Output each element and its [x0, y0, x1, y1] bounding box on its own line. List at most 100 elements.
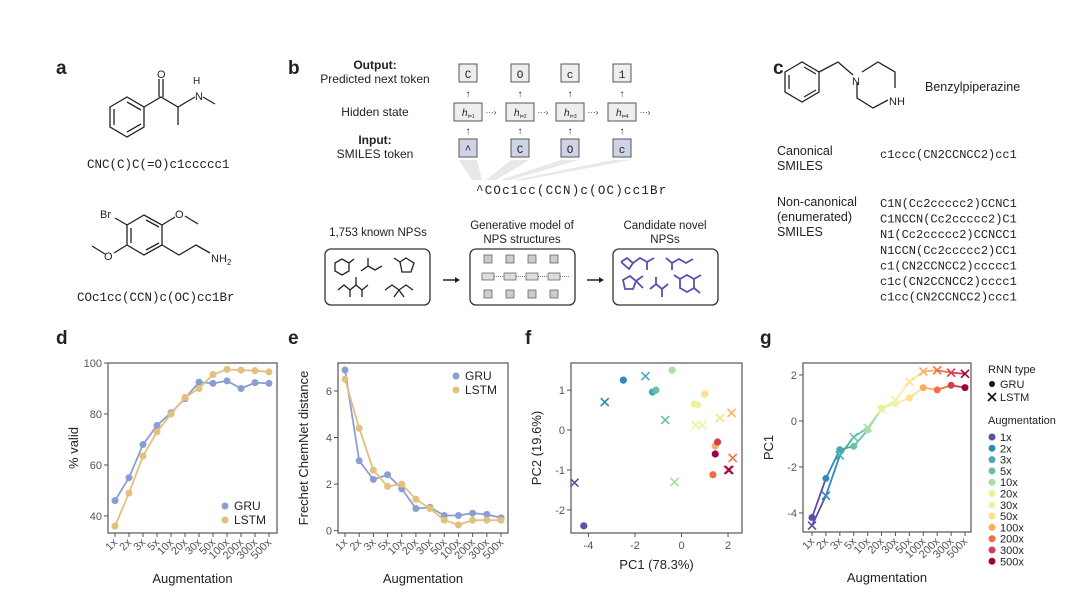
legend-marker-gru: [221, 502, 229, 510]
data-point-gru: [251, 379, 259, 387]
legend-label: GRU: [465, 369, 492, 383]
legend-marker-augmentation: [988, 433, 996, 441]
input-sublabel: SMILES token: [337, 147, 414, 161]
data-point-gru: [919, 384, 927, 392]
molecule-structure-1: O H N: [109, 69, 216, 138]
input-token: c: [619, 145, 626, 157]
legend-label: LSTM: [1000, 392, 1029, 404]
data-point-gru: [341, 366, 349, 374]
legend-marker-augmentation: [988, 546, 996, 554]
plot-frame: [570, 362, 743, 534]
input-token: C: [517, 145, 524, 157]
data-point-lstm: [835, 450, 845, 460]
hidden-state-label: ht=3: [564, 108, 577, 120]
arrow-up-icon: ↑: [568, 126, 573, 137]
series-line-lstm: [344, 379, 501, 526]
y-tick-label: 0: [791, 416, 797, 428]
dotted-arrow-icon: ···›: [486, 108, 497, 117]
plot-frame: [802, 362, 972, 533]
noncanonical-smiles: C1NCCN(Cc2ccccc2)C1: [880, 213, 1017, 227]
y-tick-label: -1: [555, 465, 565, 477]
data-point-gru: [139, 441, 147, 449]
data-point-gru: [850, 442, 858, 450]
generative-model-box: [469, 248, 576, 306]
data-point-gru: [836, 446, 844, 454]
data-point-gru: [111, 497, 119, 505]
data-point-gru: [454, 512, 462, 520]
legend-marker-lstm: [452, 386, 460, 394]
plot-frame: [107, 362, 278, 534]
output-token: 1: [619, 70, 626, 82]
known-nps-box: [324, 248, 431, 306]
legend-marker-augmentation: [988, 512, 996, 520]
model-node: [527, 289, 537, 299]
data-point-gru: [822, 474, 830, 482]
scatter-point-lstm: [715, 413, 725, 423]
token-fan: [486, 160, 529, 180]
y-tick-label: 2: [326, 479, 332, 491]
data-point-gru: [355, 457, 363, 465]
noncanonical-smiles: N1CCN(Cc2ccccc2)CC1: [880, 244, 1017, 258]
arrow-up-icon: ↑: [518, 89, 523, 100]
x-tick-label: 2: [725, 540, 731, 552]
noncanonical-label: Non-canonical: [777, 195, 857, 209]
arrow-up-icon: ↑: [466, 89, 471, 100]
y-tick-label: 6: [326, 386, 332, 398]
model-node: [505, 254, 515, 264]
data-point-lstm: [398, 480, 406, 488]
y-tick-label: 2: [791, 370, 797, 382]
series-segment-gru: [853, 429, 869, 447]
candidate-structures-icon: [620, 256, 702, 297]
data-point-lstm: [209, 370, 217, 378]
x-axis-label: Augmentation: [847, 570, 927, 585]
y-tick-label: 4: [326, 433, 332, 445]
hidden-state-box: [453, 102, 483, 122]
series-segment-lstm: [923, 369, 938, 373]
legend-marker-gru: [452, 372, 460, 380]
data-point-lstm: [426, 505, 434, 513]
pipeline: 1,753 known NPSs Generative model of NPS…: [324, 220, 719, 306]
scatter-point-gru: [652, 386, 660, 394]
scatter-point-gru: [580, 522, 588, 530]
legend-label: 100x: [1000, 522, 1024, 534]
arrow-up-icon: ↑: [518, 126, 523, 137]
pipeline-title-known: 1,753 known NPSs: [329, 227, 427, 239]
model-node: [483, 289, 493, 299]
legend-marker-lstm: [987, 392, 997, 402]
scatter-point-lstm: [640, 371, 651, 381]
data-point-lstm: [932, 365, 942, 375]
x-axis-label: Augmentation: [383, 571, 463, 586]
molecule-name: Benzylpiperazine: [925, 80, 1020, 94]
data-point-gru: [933, 386, 941, 394]
legend-marker-augmentation: [988, 490, 996, 497]
series-segment-gru: [825, 449, 841, 479]
input-token: ^: [465, 145, 472, 157]
pipeline-title-candidates: Candidate novel: [623, 220, 706, 232]
arrow-up-icon: ↑: [568, 89, 573, 100]
legend-label: 2x: [1000, 443, 1012, 455]
smiles-input-string: ^COc1cc(CCN)c(OC)cc1Br: [476, 184, 667, 198]
pipeline-title-candidates-2: NPSs: [650, 234, 680, 246]
hidden-symbol: h: [564, 108, 570, 119]
panel-label-a: a: [56, 58, 67, 79]
data-point-lstm: [904, 377, 914, 387]
x-axis-label: Augmentation: [152, 571, 232, 586]
data-point-lstm: [821, 491, 831, 501]
data-point-lstm: [849, 432, 859, 442]
data-point-lstm: [251, 367, 259, 375]
output-token: O: [517, 70, 524, 82]
noncanonical-smiles: C1N(Cc2ccccc2)CCNC1: [880, 197, 1017, 211]
scatter-point-gru: [701, 390, 709, 398]
model-node: [525, 272, 539, 281]
panel-label-e: e: [288, 328, 299, 349]
data-point-lstm: [341, 375, 349, 383]
legend-marker-augmentation: [988, 501, 996, 509]
arrow-up-icon: ↑: [620, 126, 625, 137]
data-point-gru: [961, 384, 969, 392]
atom-label: NH2: [211, 253, 232, 267]
noncanonical-smiles: c1c(CN2CCNCC2)cccc1: [880, 275, 1017, 289]
scatter-point-lstm: [697, 420, 708, 430]
hidden-subscript: t=3: [570, 114, 577, 120]
rnn-diagram: Output: Predicted next token Hidden stat…: [320, 58, 667, 198]
